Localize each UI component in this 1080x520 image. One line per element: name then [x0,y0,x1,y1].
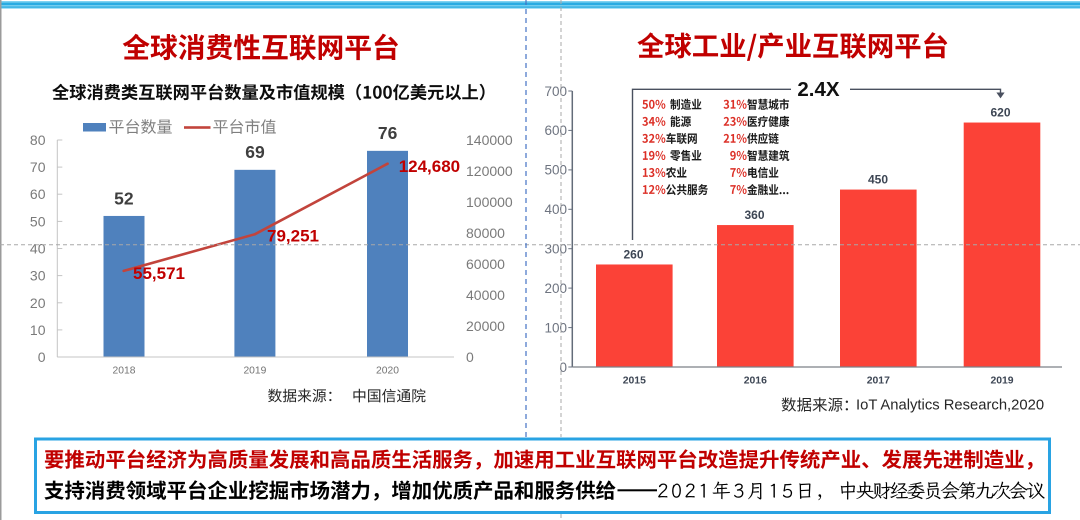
svg-text:2020: 2020 [376,366,399,377]
svg-text:20: 20 [30,295,46,311]
svg-text:2016: 2016 [744,375,767,386]
svg-text:50: 50 [30,213,46,229]
svg-text:2017: 2017 [867,375,890,386]
svg-text:40: 40 [30,241,46,257]
svg-text:2.4X: 2.4X [797,78,839,101]
svg-text:60: 60 [30,186,46,202]
svg-text:0: 0 [38,349,46,365]
svg-text:100: 100 [544,320,567,335]
svg-text:124,680: 124,680 [399,157,460,176]
svg-text:80000: 80000 [466,225,505,241]
svg-text:360: 360 [744,208,764,222]
svg-text:20000: 20000 [466,318,505,334]
svg-text:2019: 2019 [990,375,1013,386]
svg-text:140000: 140000 [466,132,513,148]
svg-text:400: 400 [544,202,567,217]
svg-text:10: 10 [30,322,46,338]
svg-text:450: 450 [868,172,888,186]
svg-text:500: 500 [544,163,567,178]
svg-text:2019: 2019 [243,366,266,377]
svg-text:2015: 2015 [623,375,646,386]
svg-text:70: 70 [30,159,46,175]
svg-text:260: 260 [623,247,643,261]
svg-text:40000: 40000 [466,287,505,303]
svg-text:700: 700 [544,84,567,99]
svg-text:80: 80 [30,132,46,148]
svg-text:IoT Analytics Research,2020: IoT Analytics Research,2020 [856,398,1044,414]
svg-text:100000: 100000 [466,194,513,210]
svg-text:620: 620 [990,105,1010,119]
svg-text:0: 0 [466,349,474,365]
svg-text:120000: 120000 [466,163,513,179]
svg-text:0: 0 [559,360,567,375]
svg-text:2018: 2018 [113,366,136,377]
svg-text:300: 300 [544,242,567,257]
svg-text:200: 200 [544,281,567,296]
svg-text:600: 600 [544,123,567,138]
svg-text:60000: 60000 [466,256,505,272]
svg-text:55,571: 55,571 [133,264,185,283]
svg-text:30: 30 [30,268,46,284]
svg-text:52: 52 [114,188,134,208]
svg-text:79,251: 79,251 [267,227,319,246]
svg-text:69: 69 [245,142,265,162]
svg-text:76: 76 [378,123,398,143]
